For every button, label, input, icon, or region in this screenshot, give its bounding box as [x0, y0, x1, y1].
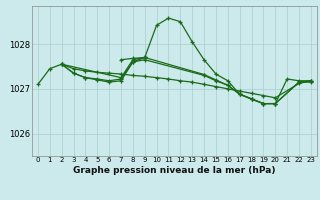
X-axis label: Graphe pression niveau de la mer (hPa): Graphe pression niveau de la mer (hPa)	[73, 166, 276, 175]
